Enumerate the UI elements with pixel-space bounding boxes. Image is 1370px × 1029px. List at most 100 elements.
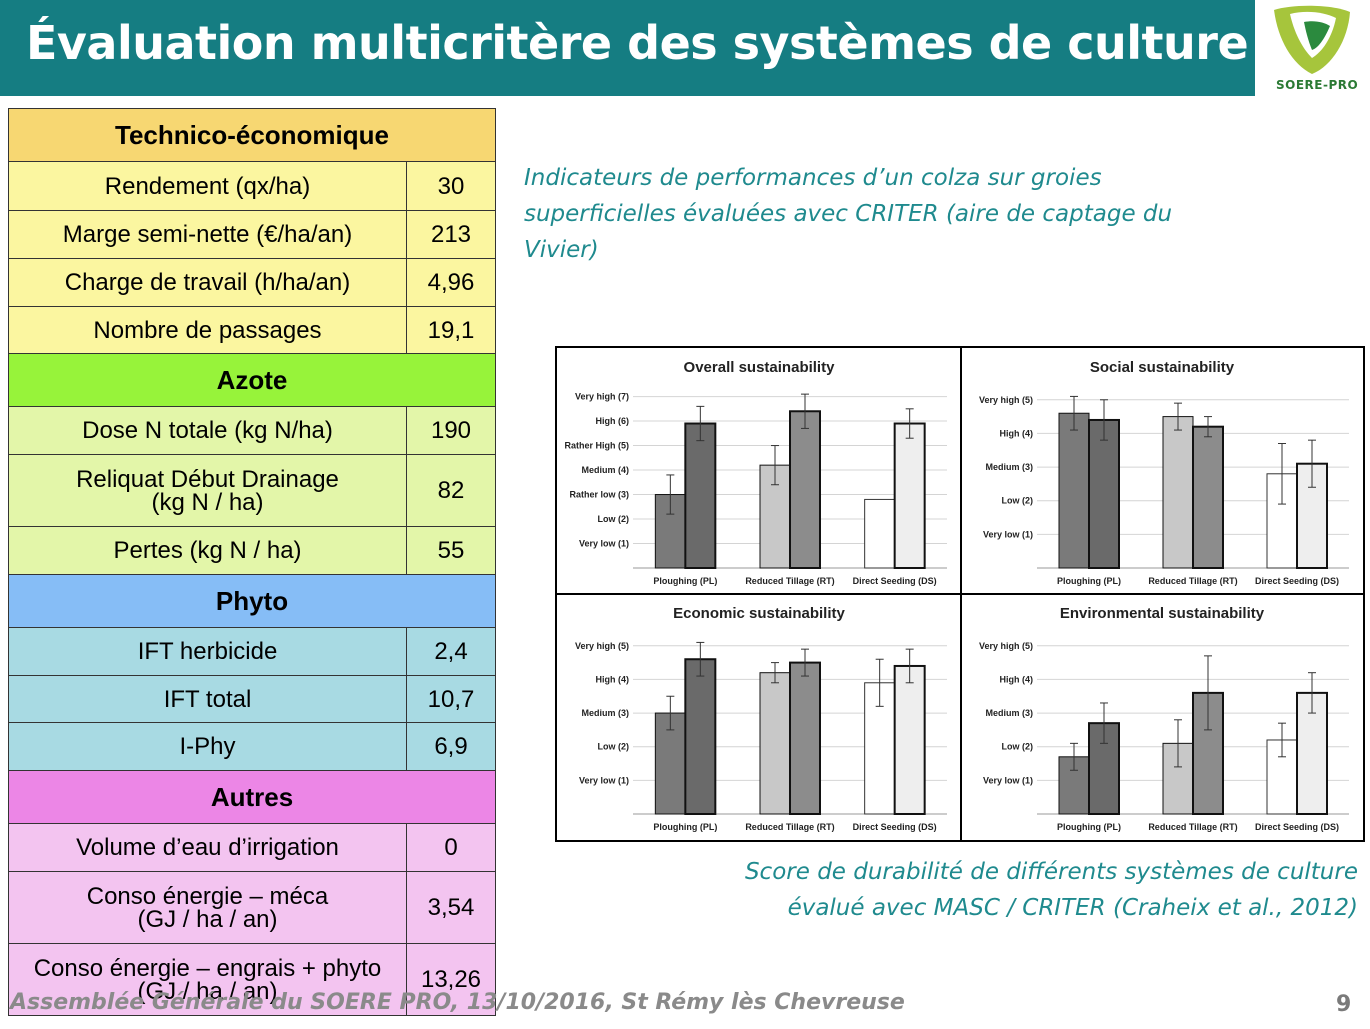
bar <box>1058 412 1090 569</box>
row-value: 2,4 <box>406 627 496 676</box>
table-row: Dose N totale (kg N/ha) 190 <box>8 406 496 455</box>
row-label: Dose N totale (kg N/ha) <box>8 406 407 455</box>
y-tick-label: Very low (1) <box>579 539 629 549</box>
caption-top: Indicateurs de performances d’un colza s… <box>524 165 1173 263</box>
chart-title: Economic sustainability <box>673 605 845 622</box>
y-tick-label: Very high (5) <box>575 641 629 651</box>
bar <box>893 422 926 569</box>
charts-svg: Overall sustainability Very low (1) Low (2… <box>557 348 1363 840</box>
x-tick-label: Ploughing (PL) <box>653 576 717 586</box>
row-label: Conso énergie – méca (GJ / ha / an) <box>8 871 407 944</box>
row-value: 13,26 <box>406 943 496 1016</box>
y-tick-label: High (4) <box>1000 674 1034 684</box>
row-value: 213 <box>406 210 496 259</box>
table-row: Pertes (kg N / ha) 55 <box>8 526 496 575</box>
y-tick-label: Very high (5) <box>979 395 1033 405</box>
table-row: Conso énergie – méca (GJ / ha / an) 3,54 <box>8 871 496 944</box>
footer-text: Assemblée Générale du SOERE PRO, 13/10/2… <box>10 990 905 1015</box>
caption-bottom: Score de durabilité de différents systèm… <box>600 854 1358 926</box>
y-tick-label: Low (2) <box>598 514 630 524</box>
bar <box>893 664 926 815</box>
y-tick-label: Medium (3) <box>581 708 629 718</box>
soere-pro-logo <box>1274 5 1350 75</box>
group-tech: Technico-économique Rendement (qx/ha) 30 Ma… <box>8 108 496 354</box>
y-tick-label: Very low (1) <box>983 529 1033 539</box>
table-row: Marge semi-nette (€/ha/an) 213 <box>8 210 496 259</box>
group-header-row: Technico-économique <box>8 108 496 162</box>
bar <box>1162 416 1194 569</box>
sustainability-charts: Overall sustainability Very low (1) Low (2… <box>555 346 1365 842</box>
row-label: Charge de travail (h/ha/an) <box>8 258 407 307</box>
y-tick-label: High (6) <box>596 416 630 426</box>
table-row: Nombre de passages 19,1 <box>8 306 496 354</box>
x-tick-label: Direct Seeding (DS) <box>853 576 937 586</box>
chart-title: Social sustainability <box>1090 359 1235 376</box>
y-tick-label: Very high (5) <box>979 641 1033 651</box>
x-tick-label: Ploughing (PL) <box>653 822 717 832</box>
bar <box>684 422 717 569</box>
x-tick-label: Reduced Tillage (RT) <box>1148 576 1237 586</box>
bar <box>789 661 821 816</box>
row-label: Pertes (kg N / ha) <box>8 526 407 575</box>
row-value: 10,7 <box>406 675 496 723</box>
row-label: IFT herbicide <box>8 627 407 676</box>
row-label: Volume d’eau d’irrigation <box>8 823 407 872</box>
row-value: 3,54 <box>406 871 496 944</box>
row-label: Nombre de passages <box>8 306 407 354</box>
row-value: 55 <box>406 526 496 575</box>
y-tick-label: Low (2) <box>598 742 630 752</box>
x-tick-label: Reduced Tillage (RT) <box>745 822 834 832</box>
y-tick-label: Medium (3) <box>985 462 1033 472</box>
indicator-table: Technico-économique Rendement (qx/ha) 30 Ma… <box>8 108 496 1016</box>
group-header-row: Autres <box>8 770 496 824</box>
table-row: IFT total 10,7 <box>8 675 496 723</box>
row-label: Conso énergie – engrais + phyto (GJ / ha… <box>8 943 407 1016</box>
y-tick-label: Medium (3) <box>985 708 1033 718</box>
bar <box>1088 418 1120 569</box>
logo-text: SOERE-PRO <box>1276 78 1359 92</box>
group-phyto: Phyto IFT herbicide 2,4 IFT total 10,7 I-Phy 6… <box>8 574 496 771</box>
x-tick-label: Ploughing (PL) <box>1057 576 1121 586</box>
y-tick-label: Rather low (3) <box>569 490 629 500</box>
group-header-row: Phyto <box>8 574 496 628</box>
bar <box>1192 425 1224 569</box>
y-tick-label: Rather High (5) <box>564 441 629 451</box>
title-banner: Évaluation multicritère des systèmes de … <box>0 0 1255 96</box>
row-label: Rendement (qx/ha) <box>8 161 407 211</box>
x-tick-label: Direct Seeding (DS) <box>853 822 937 832</box>
bar <box>759 672 791 815</box>
y-tick-label: Very high (7) <box>575 392 629 402</box>
x-tick-label: Direct Seeding (DS) <box>1255 822 1339 832</box>
caption-bottom-line1: Score de durabilité de différents systèm… <box>744 859 1358 885</box>
bar <box>684 658 717 815</box>
table-row: I-Phy 6,9 <box>8 722 496 771</box>
x-tick-label: Reduced Tillage (RT) <box>745 576 834 586</box>
row-value: 0 <box>406 823 496 872</box>
x-tick-label: Direct Seeding (DS) <box>1255 576 1339 586</box>
table-row: Charge de travail (h/ha/an) 4,96 <box>8 258 496 307</box>
bar <box>864 498 896 569</box>
table-row: IFT herbicide 2,4 <box>8 627 496 676</box>
row-label: Reliquat Début Drainage (kg N / ha) <box>8 454 407 527</box>
row-label: IFT total <box>8 675 407 723</box>
group-header: Azote <box>8 353 496 407</box>
chart-title: Environmental sustainability <box>1060 605 1265 622</box>
group-header: Phyto <box>8 574 496 628</box>
table-row: Volume d’eau d’irrigation 0 <box>8 823 496 872</box>
group-header-row: Azote <box>8 353 496 407</box>
row-label: Marge semi-nette (€/ha/an) <box>8 210 407 259</box>
group-autres: Autres Volume d’eau d’irrigation 0 Conso én… <box>8 770 496 1016</box>
group-header: Technico-économique <box>8 108 496 162</box>
row-value: 190 <box>406 406 496 455</box>
page-number: 9 <box>1336 992 1352 1017</box>
x-tick-label: Ploughing (PL) <box>1057 822 1121 832</box>
table-row: Reliquat Début Drainage (kg N / ha) 82 <box>8 454 496 527</box>
y-tick-label: High (4) <box>1000 428 1034 438</box>
row-value: 82 <box>406 454 496 527</box>
row-value: 30 <box>406 161 496 211</box>
row-value: 6,9 <box>406 722 496 771</box>
y-tick-label: Medium (4) <box>581 465 629 475</box>
table-row: Rendement (qx/ha) 30 <box>8 161 496 211</box>
y-tick-label: Low (2) <box>1002 496 1034 506</box>
chart-title: Overall sustainability <box>684 359 836 376</box>
